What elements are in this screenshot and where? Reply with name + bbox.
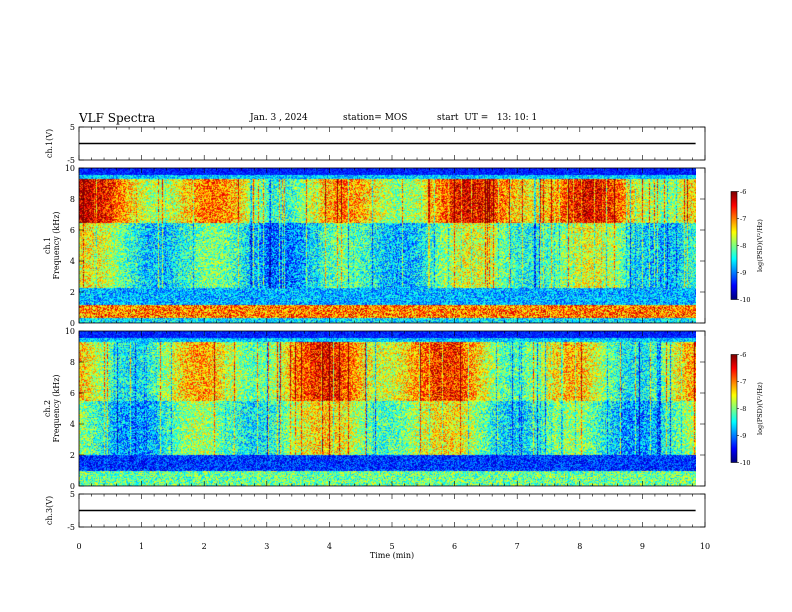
x-tick-label: 2 xyxy=(202,542,207,551)
y-tick-label: 6 xyxy=(70,226,75,235)
y-axis-label: Frequency (kHz) xyxy=(52,374,61,442)
x-tick-label: 6 xyxy=(452,542,457,551)
colorbar-gradient xyxy=(731,191,737,300)
plot-title: VLF Spectra xyxy=(79,111,156,125)
spectrogram-raster xyxy=(79,331,696,486)
x-tick-label: 3 xyxy=(264,542,269,551)
y-tick-label: 10 xyxy=(65,327,75,336)
y-tick-label: 4 xyxy=(70,257,75,266)
y-axis-channel-label: ch.1 xyxy=(43,237,52,254)
colorbar-label: log(PSD)(V²/Hz) xyxy=(756,219,764,272)
y-tick-label: 5 xyxy=(70,123,75,132)
x-axis-label: Time (min) xyxy=(370,551,414,560)
y-axis-label: ch.1(V) xyxy=(45,129,54,158)
x-tick-label: 1 xyxy=(139,542,144,551)
y-tick-label: 8 xyxy=(70,358,75,367)
x-tick-label: 0 xyxy=(76,542,81,551)
colorbar-tick-label: -6 xyxy=(740,351,746,359)
x-tick-label: 7 xyxy=(515,542,520,551)
colorbar-label: log(PSD)(V²/Hz) xyxy=(756,382,764,435)
colorbar-tick-label: -10 xyxy=(740,296,750,304)
y-tick-label: -5 xyxy=(67,156,75,165)
date-label: Jan. 3 , 2024 xyxy=(250,113,308,123)
x-tick-label: 4 xyxy=(327,542,332,551)
colorbar-tick-label: -8 xyxy=(740,242,746,250)
station-label: station= MOS xyxy=(343,113,408,123)
y-tick-label: 4 xyxy=(70,420,75,429)
x-tick-label: 5 xyxy=(389,542,394,551)
y-tick-label: -5 xyxy=(67,523,75,532)
colorbar-tick-label: -7 xyxy=(740,215,746,223)
colorbar-tick-label: -9 xyxy=(740,269,746,277)
colorbar-tick-label: -9 xyxy=(740,432,746,440)
y-tick-label: 8 xyxy=(70,195,75,204)
start-time-label: start UT = 13: 10: 1 xyxy=(437,113,538,123)
y-tick-label: 0 xyxy=(70,319,75,328)
y-axis-label: ch.3(V) xyxy=(45,496,54,525)
x-tick-label: 10 xyxy=(700,542,710,551)
colorbar-tick-label: -10 xyxy=(740,459,750,467)
y-axis-channel-label: ch.2 xyxy=(43,400,52,417)
y-tick-label: 6 xyxy=(70,389,75,398)
y-tick-label: 0 xyxy=(70,482,75,491)
y-tick-label: 10 xyxy=(65,164,75,173)
y-tick-label: 2 xyxy=(70,451,75,460)
colorbar-tick-label: -8 xyxy=(740,405,746,413)
y-axis-label: Frequency (kHz) xyxy=(52,211,61,279)
y-tick-label: 5 xyxy=(70,490,75,499)
x-tick-label: 9 xyxy=(640,542,645,551)
x-tick-label: 8 xyxy=(577,542,582,551)
y-tick-label: 2 xyxy=(70,288,75,297)
colorbar-tick-label: -6 xyxy=(740,188,746,196)
spectrogram-raster xyxy=(79,168,696,323)
colorbar-gradient xyxy=(731,354,737,463)
colorbar-tick-label: -7 xyxy=(740,378,746,386)
